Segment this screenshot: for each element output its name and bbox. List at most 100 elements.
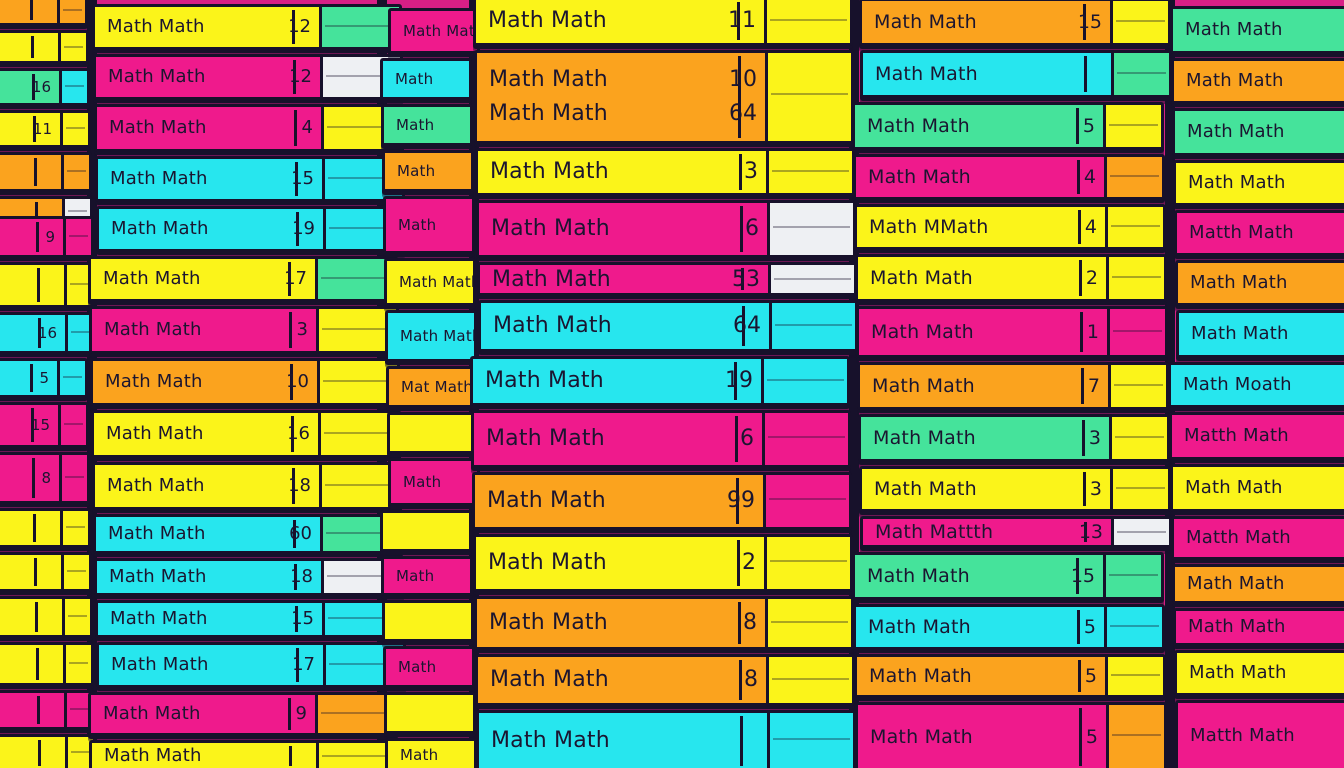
book-spine-line	[32, 74, 35, 100]
book-number: 11	[728, 7, 756, 33]
book-page-edge	[57, 361, 85, 395]
book: Math Math	[1172, 564, 1344, 604]
book-number: 9	[295, 703, 307, 725]
book: Math Math	[1171, 58, 1344, 104]
book-title: Matth Math	[1184, 425, 1289, 447]
book-number: 15	[291, 608, 314, 630]
book: Math Math 15	[95, 156, 405, 202]
book-spine-line	[1081, 368, 1084, 404]
book-title: Math Math	[107, 16, 205, 38]
book-title: Math Math	[111, 218, 209, 240]
book-spine-line	[740, 716, 743, 766]
book-number: 15	[1077, 10, 1102, 33]
book-title: Math Math	[103, 703, 201, 725]
book-page-edge	[1105, 207, 1163, 247]
book-spine-line	[32, 458, 35, 498]
book: Math Math 8	[474, 596, 854, 650]
book: 11	[0, 110, 91, 148]
book-spine-line	[30, 0, 33, 20]
book-title: Math Math	[491, 727, 610, 753]
book-page-edge	[319, 465, 399, 507]
book-page-edge	[765, 599, 851, 647]
book: Math Math 5	[852, 102, 1164, 150]
book-page-edge	[1103, 105, 1161, 147]
book-title: Math Moath	[1183, 374, 1292, 396]
book-title: Math	[395, 70, 434, 88]
book-spine-line	[288, 262, 291, 296]
book: Math	[385, 738, 477, 768]
book-page-edge	[761, 359, 847, 403]
book: 9	[0, 216, 94, 258]
book-page-edge	[1107, 309, 1165, 355]
book-title: Math Math	[871, 320, 974, 343]
book-spine-line	[1076, 558, 1079, 594]
book: Math Math 11	[473, 0, 853, 46]
book-page-edge	[319, 7, 399, 47]
book-title: Math Math	[104, 745, 202, 767]
book	[0, 734, 96, 768]
book: Math	[381, 104, 473, 146]
stack-gap-shadow	[849, 0, 859, 768]
book-spine-line	[33, 116, 36, 142]
stack-right: Math Math 15 Math Math Math Math 5 Math Math 4…	[852, 0, 1174, 768]
book-spine-line	[31, 408, 34, 442]
book-number: 8	[743, 609, 757, 635]
book-page-edge	[769, 303, 855, 349]
book-page-edge	[315, 695, 395, 733]
book-page-edge	[1105, 657, 1163, 695]
book-title: Math Math	[491, 215, 610, 241]
book: Math Math 16	[91, 410, 401, 458]
book-number: 15	[1070, 564, 1095, 587]
book-number: 1	[1086, 320, 1099, 343]
book-spine-line	[292, 468, 295, 504]
book-title: Math Math	[1187, 573, 1285, 595]
book-page-edge	[1110, 1, 1168, 43]
book-title: Math Math Math Math	[489, 66, 608, 126]
book: Math Math 3	[858, 414, 1170, 462]
book: Math Math 3	[859, 466, 1171, 512]
book: 8	[0, 452, 90, 504]
book-page-edge	[767, 713, 853, 768]
book-spine-line	[35, 202, 38, 220]
book-spine-line	[289, 312, 292, 348]
stack-far-left: 16 11 9 16 5 15 8	[0, 0, 98, 768]
stack-left: Math Math 12 Math Math 12 Math Math 4 Math Mat…	[88, 0, 408, 768]
book: Math Math 17	[88, 256, 398, 302]
book-title: Math Math	[399, 273, 476, 291]
book-spine-line	[294, 110, 297, 146]
book-spine-line	[292, 10, 295, 44]
book-title: Math Math	[403, 22, 480, 40]
book-page-edge	[763, 475, 849, 527]
book-page-edge	[765, 53, 851, 141]
book-title: Math Math	[1186, 70, 1284, 92]
book-number: 16	[31, 78, 51, 96]
book: Math Math 19	[470, 356, 850, 406]
book: Math Math 15	[852, 552, 1164, 600]
book-title: Math Math	[400, 327, 477, 345]
book: Math Math	[384, 258, 476, 306]
book-title: Math Math	[110, 608, 208, 630]
book: 15	[0, 402, 89, 448]
book	[0, 152, 92, 192]
book-title: Math Math	[1187, 121, 1285, 143]
book-spine-line	[296, 648, 299, 682]
book-title: Math Mattth	[875, 521, 994, 543]
book-spine-line	[740, 206, 743, 252]
book: Math Math 6	[476, 200, 856, 258]
book: Math Math 5	[855, 702, 1167, 768]
book-page-edge	[60, 113, 88, 145]
book: Math Math 7	[857, 362, 1169, 410]
book	[0, 508, 91, 548]
book-title: Math Math	[1191, 323, 1289, 345]
book-title: Math Math	[867, 564, 970, 587]
book: Math Math Math Math 10 64	[474, 50, 854, 144]
book-spine-line	[294, 564, 297, 590]
book-page-edge	[57, 0, 85, 23]
book: 5	[0, 358, 88, 398]
book-spine-line	[33, 514, 36, 542]
book-page-edge	[318, 413, 398, 455]
book-page-edge	[63, 219, 91, 255]
book-spine-line	[38, 318, 41, 348]
book-spine-line	[1083, 472, 1086, 506]
book-spine-line	[291, 416, 294, 452]
